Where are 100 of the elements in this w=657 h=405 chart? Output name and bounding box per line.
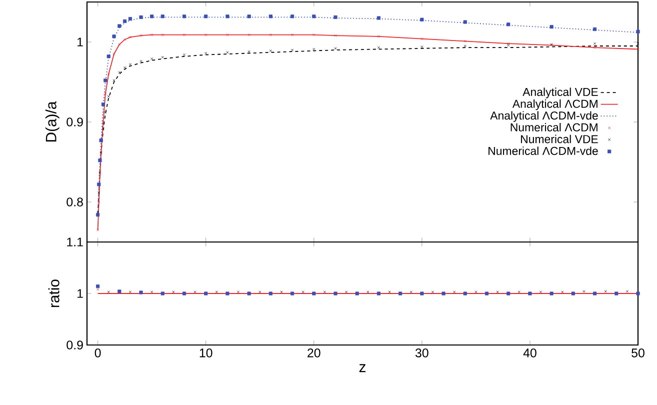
point: [99, 138, 103, 142]
point: [107, 290, 110, 294]
x-axis-title: z: [359, 364, 366, 372]
point: [604, 290, 607, 293]
point: [150, 14, 154, 18]
point: [312, 14, 316, 18]
point: [107, 72, 110, 76]
point: [269, 33, 272, 36]
legend-label: Analytical ΛCDM: [512, 99, 598, 110]
point: [128, 17, 132, 21]
y-tick-label: 0.8: [66, 198, 83, 206]
x-tick-label: 10: [200, 348, 212, 358]
point: [312, 292, 316, 296]
point: [377, 46, 380, 49]
point: [312, 48, 316, 51]
point: [140, 60, 142, 63]
point: [582, 290, 586, 293]
point: [204, 14, 208, 18]
point: [484, 292, 489, 296]
point: [377, 35, 380, 38]
point: [463, 292, 467, 296]
point: [636, 30, 640, 34]
point: [96, 213, 100, 217]
point: [496, 290, 499, 294]
point: [528, 292, 532, 296]
point: [96, 288, 100, 291]
point: [302, 290, 304, 294]
point: [98, 200, 100, 204]
point: [102, 120, 105, 124]
point: [97, 182, 101, 186]
point: [506, 22, 510, 26]
point: [334, 34, 337, 37]
point: [420, 18, 424, 22]
point: [431, 290, 434, 294]
point: [290, 292, 294, 296]
point: [226, 292, 230, 296]
point: [463, 20, 467, 24]
point: [182, 33, 186, 36]
point: [636, 42, 640, 45]
point: [112, 34, 116, 38]
point: [355, 292, 359, 296]
point: [248, 33, 250, 36]
point: [96, 211, 100, 214]
point: [593, 42, 596, 45]
point: [128, 63, 132, 66]
point: [123, 19, 127, 23]
point: [182, 53, 186, 56]
point: [150, 57, 154, 60]
point: [104, 92, 107, 96]
point: [518, 290, 520, 294]
point: [626, 290, 629, 293]
point: [182, 14, 186, 18]
point: [420, 45, 424, 48]
y-axis-title: ratio: [48, 280, 60, 308]
point: [102, 127, 105, 130]
point: [161, 56, 164, 59]
point: [474, 290, 478, 294]
x-tick-label: 0: [94, 348, 101, 358]
point: [247, 292, 251, 296]
point: [107, 95, 110, 98]
legend-label: Analytical ΛCDM-vde: [490, 111, 598, 122]
point: [172, 290, 175, 294]
point: [592, 292, 597, 296]
point: [561, 290, 564, 294]
point: [268, 14, 272, 18]
point: [636, 292, 640, 296]
point: [442, 292, 446, 296]
point: [98, 158, 102, 162]
point: [388, 290, 391, 294]
point: [312, 33, 316, 36]
point: [593, 46, 596, 49]
point: [226, 14, 230, 18]
point: [140, 34, 142, 37]
point: [194, 290, 196, 294]
point: [269, 49, 272, 52]
point: [160, 14, 164, 18]
point: [215, 290, 218, 294]
point: [464, 44, 466, 48]
point: [334, 292, 338, 296]
point: [139, 290, 143, 294]
point: [128, 290, 132, 294]
legend-label: Numerical ΛCDM-vde: [488, 146, 598, 155]
point: [366, 290, 370, 294]
point: [290, 14, 294, 18]
y-tick-label: 1.1: [67, 238, 83, 246]
point: [226, 51, 229, 54]
point: [539, 290, 542, 294]
point: [420, 37, 424, 40]
point: [398, 292, 402, 296]
point: [592, 27, 597, 31]
legend-label: Numerical VDE: [521, 134, 598, 144]
point: [118, 24, 122, 28]
x-tick-label: 50: [632, 348, 644, 358]
y-tick-label: 0.9: [66, 340, 83, 350]
legend-label: Analytical VDE: [522, 88, 598, 98]
point: [248, 50, 250, 53]
point: [160, 292, 164, 296]
point: [96, 284, 100, 288]
y-axis-title: D(a)/a: [45, 101, 60, 142]
point: [182, 292, 186, 296]
